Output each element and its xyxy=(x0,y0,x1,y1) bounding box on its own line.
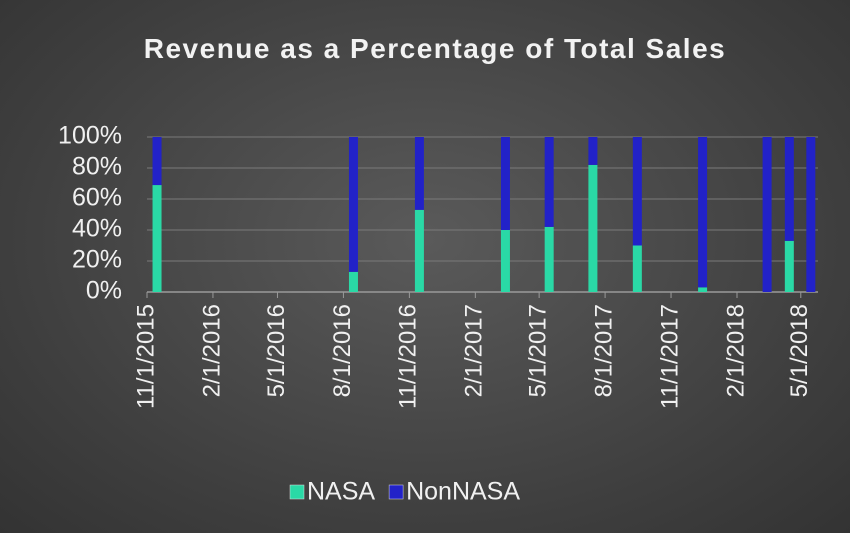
legend-swatch xyxy=(289,484,305,500)
bar-segment xyxy=(152,137,162,186)
legend-label: NASA xyxy=(307,478,375,506)
x-tick-label: 11/1/2015 xyxy=(132,304,159,409)
bar-segment xyxy=(544,137,554,227)
x-tick-label: 2/1/2017 xyxy=(461,304,488,397)
x-tick-label: 5/1/2017 xyxy=(524,304,551,397)
bar-segment xyxy=(414,137,424,210)
y-tick-label: 0% xyxy=(86,277,122,305)
bar-segment xyxy=(806,137,816,292)
bar-segment xyxy=(500,137,510,230)
bar-segment xyxy=(544,226,554,292)
bar-segment xyxy=(348,271,358,292)
bar-segment xyxy=(500,230,510,292)
x-tick-label: 2/1/2016 xyxy=(198,304,225,397)
chart-title: Revenue as a Percentage of Total Sales xyxy=(143,33,727,64)
x-tick-label: 5/1/2016 xyxy=(263,304,290,397)
y-tick-label: 40% xyxy=(72,215,122,243)
bar-segment xyxy=(698,287,708,292)
x-tick-label: 11/1/2017 xyxy=(656,304,683,409)
bar-segment xyxy=(698,137,708,288)
bar-segment xyxy=(348,137,358,272)
y-tick-label: 60% xyxy=(72,184,122,212)
x-tick-label: 8/1/2017 xyxy=(590,304,617,397)
bar-segment xyxy=(632,245,642,292)
y-tick-label: 100% xyxy=(58,122,122,150)
bar-segment xyxy=(588,137,598,165)
y-tick-label: 20% xyxy=(72,246,122,274)
x-tick-label: 5/1/2018 xyxy=(786,304,813,397)
bar-segment xyxy=(762,137,772,292)
bar-segment xyxy=(632,137,642,246)
x-tick-label: 8/1/2016 xyxy=(329,304,356,397)
bar-segment xyxy=(784,240,794,292)
legend-label: NonNASA xyxy=(406,478,520,506)
bar-segment xyxy=(152,185,162,292)
bar-segment xyxy=(784,137,794,241)
y-tick-label: 80% xyxy=(72,153,122,181)
x-tick-label: 2/1/2018 xyxy=(722,304,749,397)
x-tick-label: 11/1/2016 xyxy=(395,304,422,409)
bar-segment xyxy=(414,209,424,292)
legend-swatch xyxy=(388,484,404,500)
bar-segment xyxy=(588,164,598,292)
